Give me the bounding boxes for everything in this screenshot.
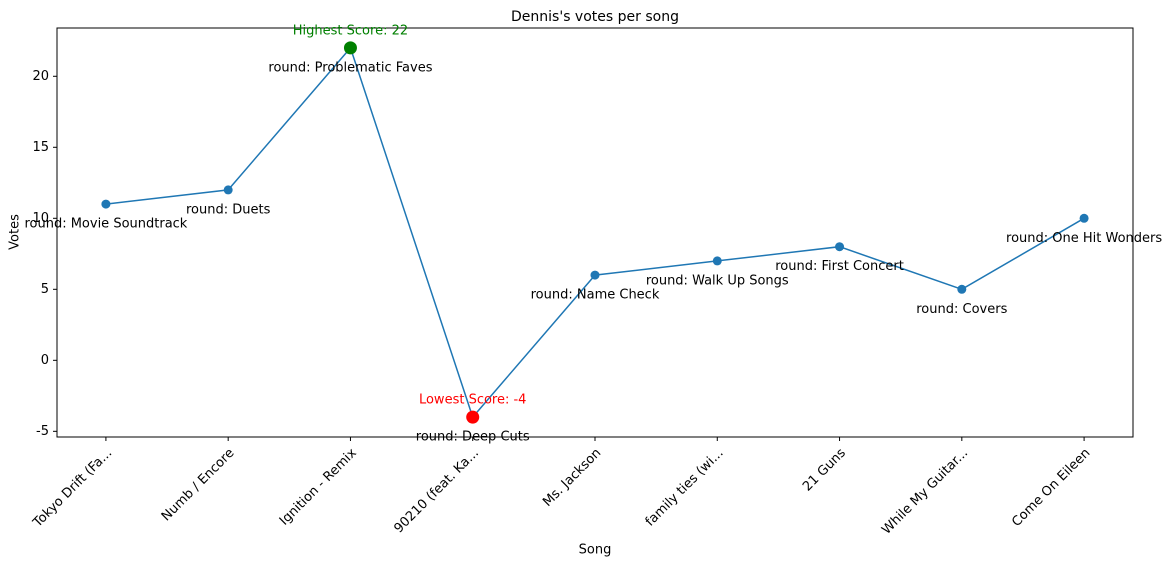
x-tick-label: Tokyo Drift (Fa... bbox=[30, 446, 115, 531]
y-tick-label: 20 bbox=[32, 69, 49, 84]
x-tick-label: Ignition - Remix bbox=[277, 445, 360, 528]
point-label: round: One Hit Wonders bbox=[1006, 231, 1162, 246]
point-label: round: Duets bbox=[186, 202, 271, 217]
point-label: round: Walk Up Songs bbox=[646, 273, 789, 288]
y-axis-label: Votes bbox=[8, 214, 23, 250]
marker bbox=[590, 270, 600, 280]
x-tick-label: 90210 (feat. Ka... bbox=[391, 446, 482, 537]
y-tick-label: 5 bbox=[41, 282, 49, 297]
marker bbox=[1079, 213, 1089, 223]
x-tick-label: family ties (wi... bbox=[643, 446, 727, 530]
annotation: Lowest Score: -4 bbox=[419, 393, 527, 408]
point-label: round: Problematic Faves bbox=[268, 60, 432, 75]
y-tick-label: 15 bbox=[32, 140, 49, 155]
marker bbox=[712, 256, 722, 266]
annotation: Highest Score: 22 bbox=[293, 23, 408, 38]
x-tick-label: Ms. Jackson bbox=[540, 446, 604, 510]
point-label: round: Name Check bbox=[531, 288, 660, 303]
x-tick-label: Come On Eileen bbox=[1009, 446, 1093, 530]
x-tick-label: While My Guitar... bbox=[879, 446, 971, 538]
y-tick-label: 0 bbox=[41, 353, 49, 368]
highlight-marker bbox=[343, 41, 357, 55]
highlight-marker bbox=[466, 410, 480, 424]
marker bbox=[223, 185, 233, 195]
chart-title: Dennis's votes per song bbox=[511, 9, 679, 25]
plot-frame bbox=[56, 27, 1134, 438]
point-label: round: First Concert bbox=[775, 259, 904, 274]
x-tick-label: 21 Guns bbox=[800, 446, 849, 495]
series-line bbox=[105, 46, 1085, 419]
x-axis-label: Song bbox=[579, 543, 612, 558]
x-tick-label: Numb / Encore bbox=[159, 446, 238, 525]
point-label: round: Covers bbox=[916, 302, 1007, 317]
point-label: round: Movie Soundtrack bbox=[24, 217, 187, 232]
y-tick-label: -5 bbox=[36, 424, 49, 439]
marker bbox=[835, 242, 845, 252]
marker bbox=[957, 284, 967, 294]
point-label: round: Deep Cuts bbox=[416, 430, 530, 445]
marker bbox=[101, 199, 111, 209]
y-tick-label: 10 bbox=[32, 211, 49, 226]
